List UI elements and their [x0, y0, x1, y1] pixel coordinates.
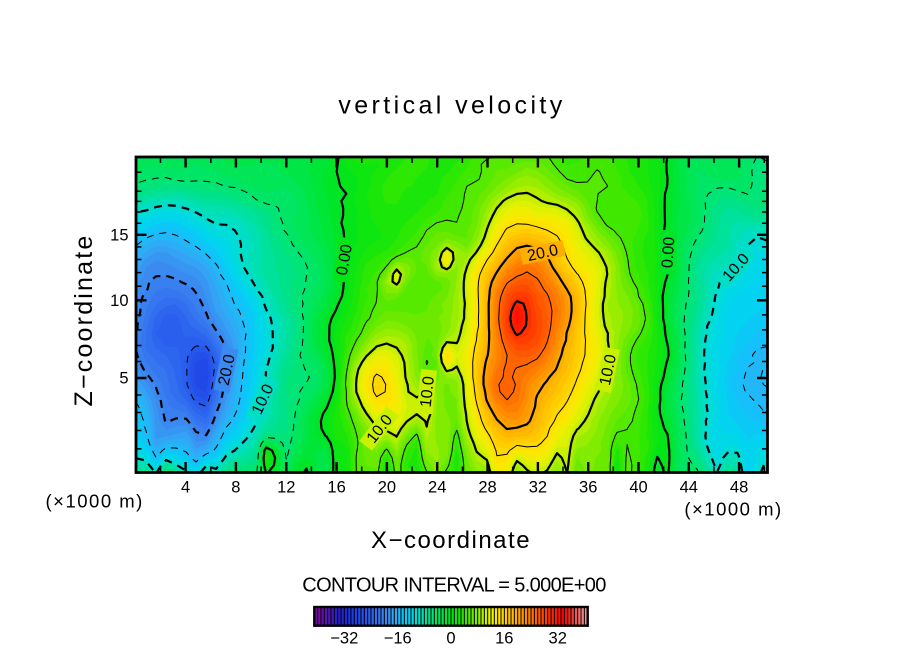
svg-text:(×1000 m): (×1000 m) [46, 491, 144, 512]
svg-text:20: 20 [378, 479, 396, 497]
svg-text:0: 0 [446, 630, 455, 648]
svg-text:28: 28 [478, 479, 496, 497]
svg-text:8: 8 [231, 479, 240, 497]
svg-text:4: 4 [181, 479, 190, 497]
svg-text:5: 5 [119, 370, 128, 388]
svg-text:24: 24 [428, 479, 446, 497]
svg-text:10.0: 10.0 [597, 353, 620, 387]
svg-text:32: 32 [529, 479, 547, 497]
svg-text:20.0: 20.0 [216, 353, 239, 387]
svg-text:CONTOUR INTERVAL = 5.000E+00: CONTOUR INTERVAL = 5.000E+00 [302, 575, 606, 597]
svg-text:vertical velocity: vertical velocity [338, 92, 565, 120]
svg-text:X−coordinate: X−coordinate [371, 527, 531, 554]
svg-text:15: 15 [110, 226, 128, 244]
svg-text:40: 40 [629, 479, 647, 497]
svg-text:16: 16 [327, 479, 345, 497]
svg-text:32: 32 [549, 630, 567, 648]
svg-text:10: 10 [110, 292, 128, 310]
svg-text:(×1000 m): (×1000 m) [684, 499, 782, 520]
svg-text:16: 16 [495, 630, 513, 648]
svg-text:12: 12 [277, 479, 295, 497]
svg-text:44: 44 [680, 479, 698, 497]
svg-text:Z−coordinate: Z−coordinate [70, 233, 98, 406]
svg-text:48: 48 [730, 479, 748, 497]
svg-text:0.00: 0.00 [334, 243, 356, 277]
svg-text:−32: −32 [330, 630, 358, 648]
svg-text:10.0: 10.0 [418, 375, 438, 408]
svg-text:0.00: 0.00 [659, 236, 678, 268]
svg-text:36: 36 [579, 479, 597, 497]
svg-text:20.0: 20.0 [526, 242, 560, 265]
svg-text:−16: −16 [384, 630, 412, 648]
